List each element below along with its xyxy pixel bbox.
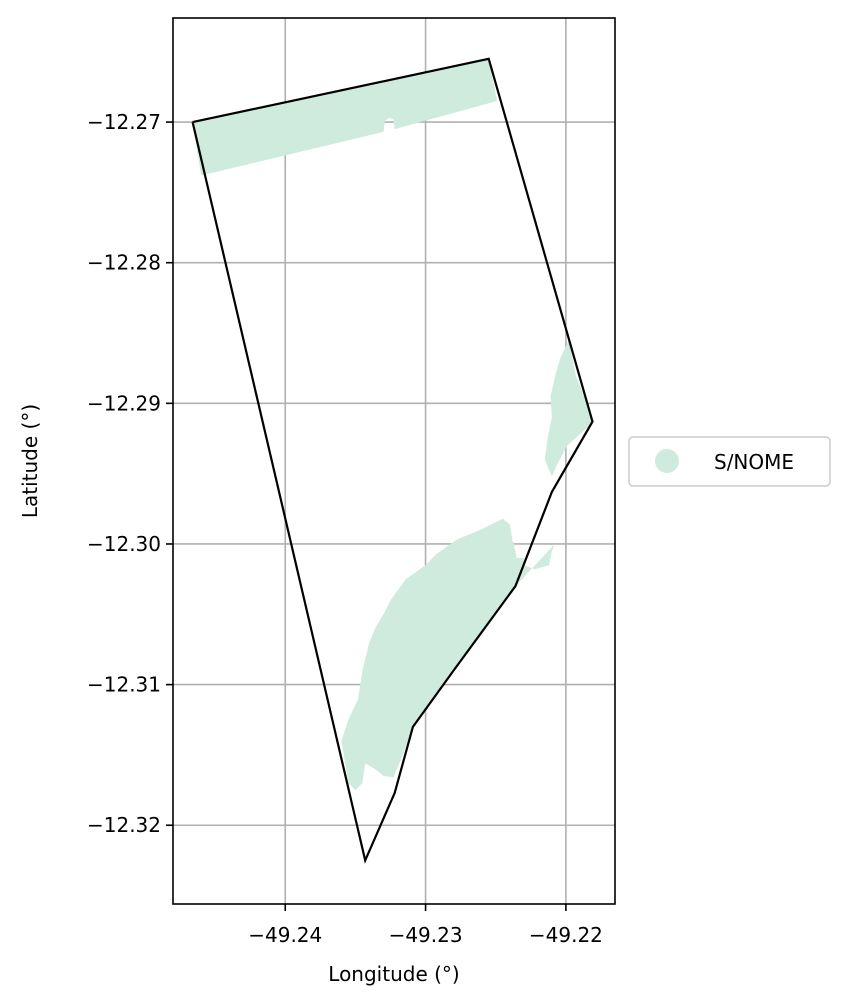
x-tick-label: −49.24: [248, 923, 322, 947]
legend-marker-icon: [655, 449, 679, 473]
plot-frame: [172, 17, 616, 905]
x-tick-label: −49.23: [389, 923, 463, 947]
y-tick-label: −12.28: [87, 251, 161, 275]
legend-frame: [628, 436, 831, 487]
region-polygon: [544, 340, 594, 477]
y-tick-label: −12.30: [87, 532, 161, 556]
y-tick-label: −12.31: [87, 673, 161, 697]
grid-lines: [173, 18, 615, 904]
y-tick-label: −12.32: [87, 813, 161, 837]
region-polygon: [341, 518, 555, 791]
region-fills: [192, 58, 594, 791]
legend: S/NOME: [628, 436, 831, 487]
legend-label: S/NOME: [714, 450, 794, 474]
region-polygon: [192, 58, 498, 176]
y-tick-label: −12.27: [87, 110, 161, 134]
boundary-line: [191, 57, 594, 864]
y-axis-ticks: −12.27 −12.28 −12.29 −12.30 −12.31 −12.32: [87, 110, 173, 837]
boundary-outline: [191, 57, 594, 864]
x-tick-label: −49.22: [529, 923, 603, 947]
y-axis-label: Latitude (°): [18, 404, 42, 518]
x-axis-label: Longitude (°): [328, 962, 459, 986]
y-tick-label: −12.29: [87, 391, 161, 415]
x-axis-ticks: −49.24 −49.23 −49.22: [248, 904, 603, 947]
